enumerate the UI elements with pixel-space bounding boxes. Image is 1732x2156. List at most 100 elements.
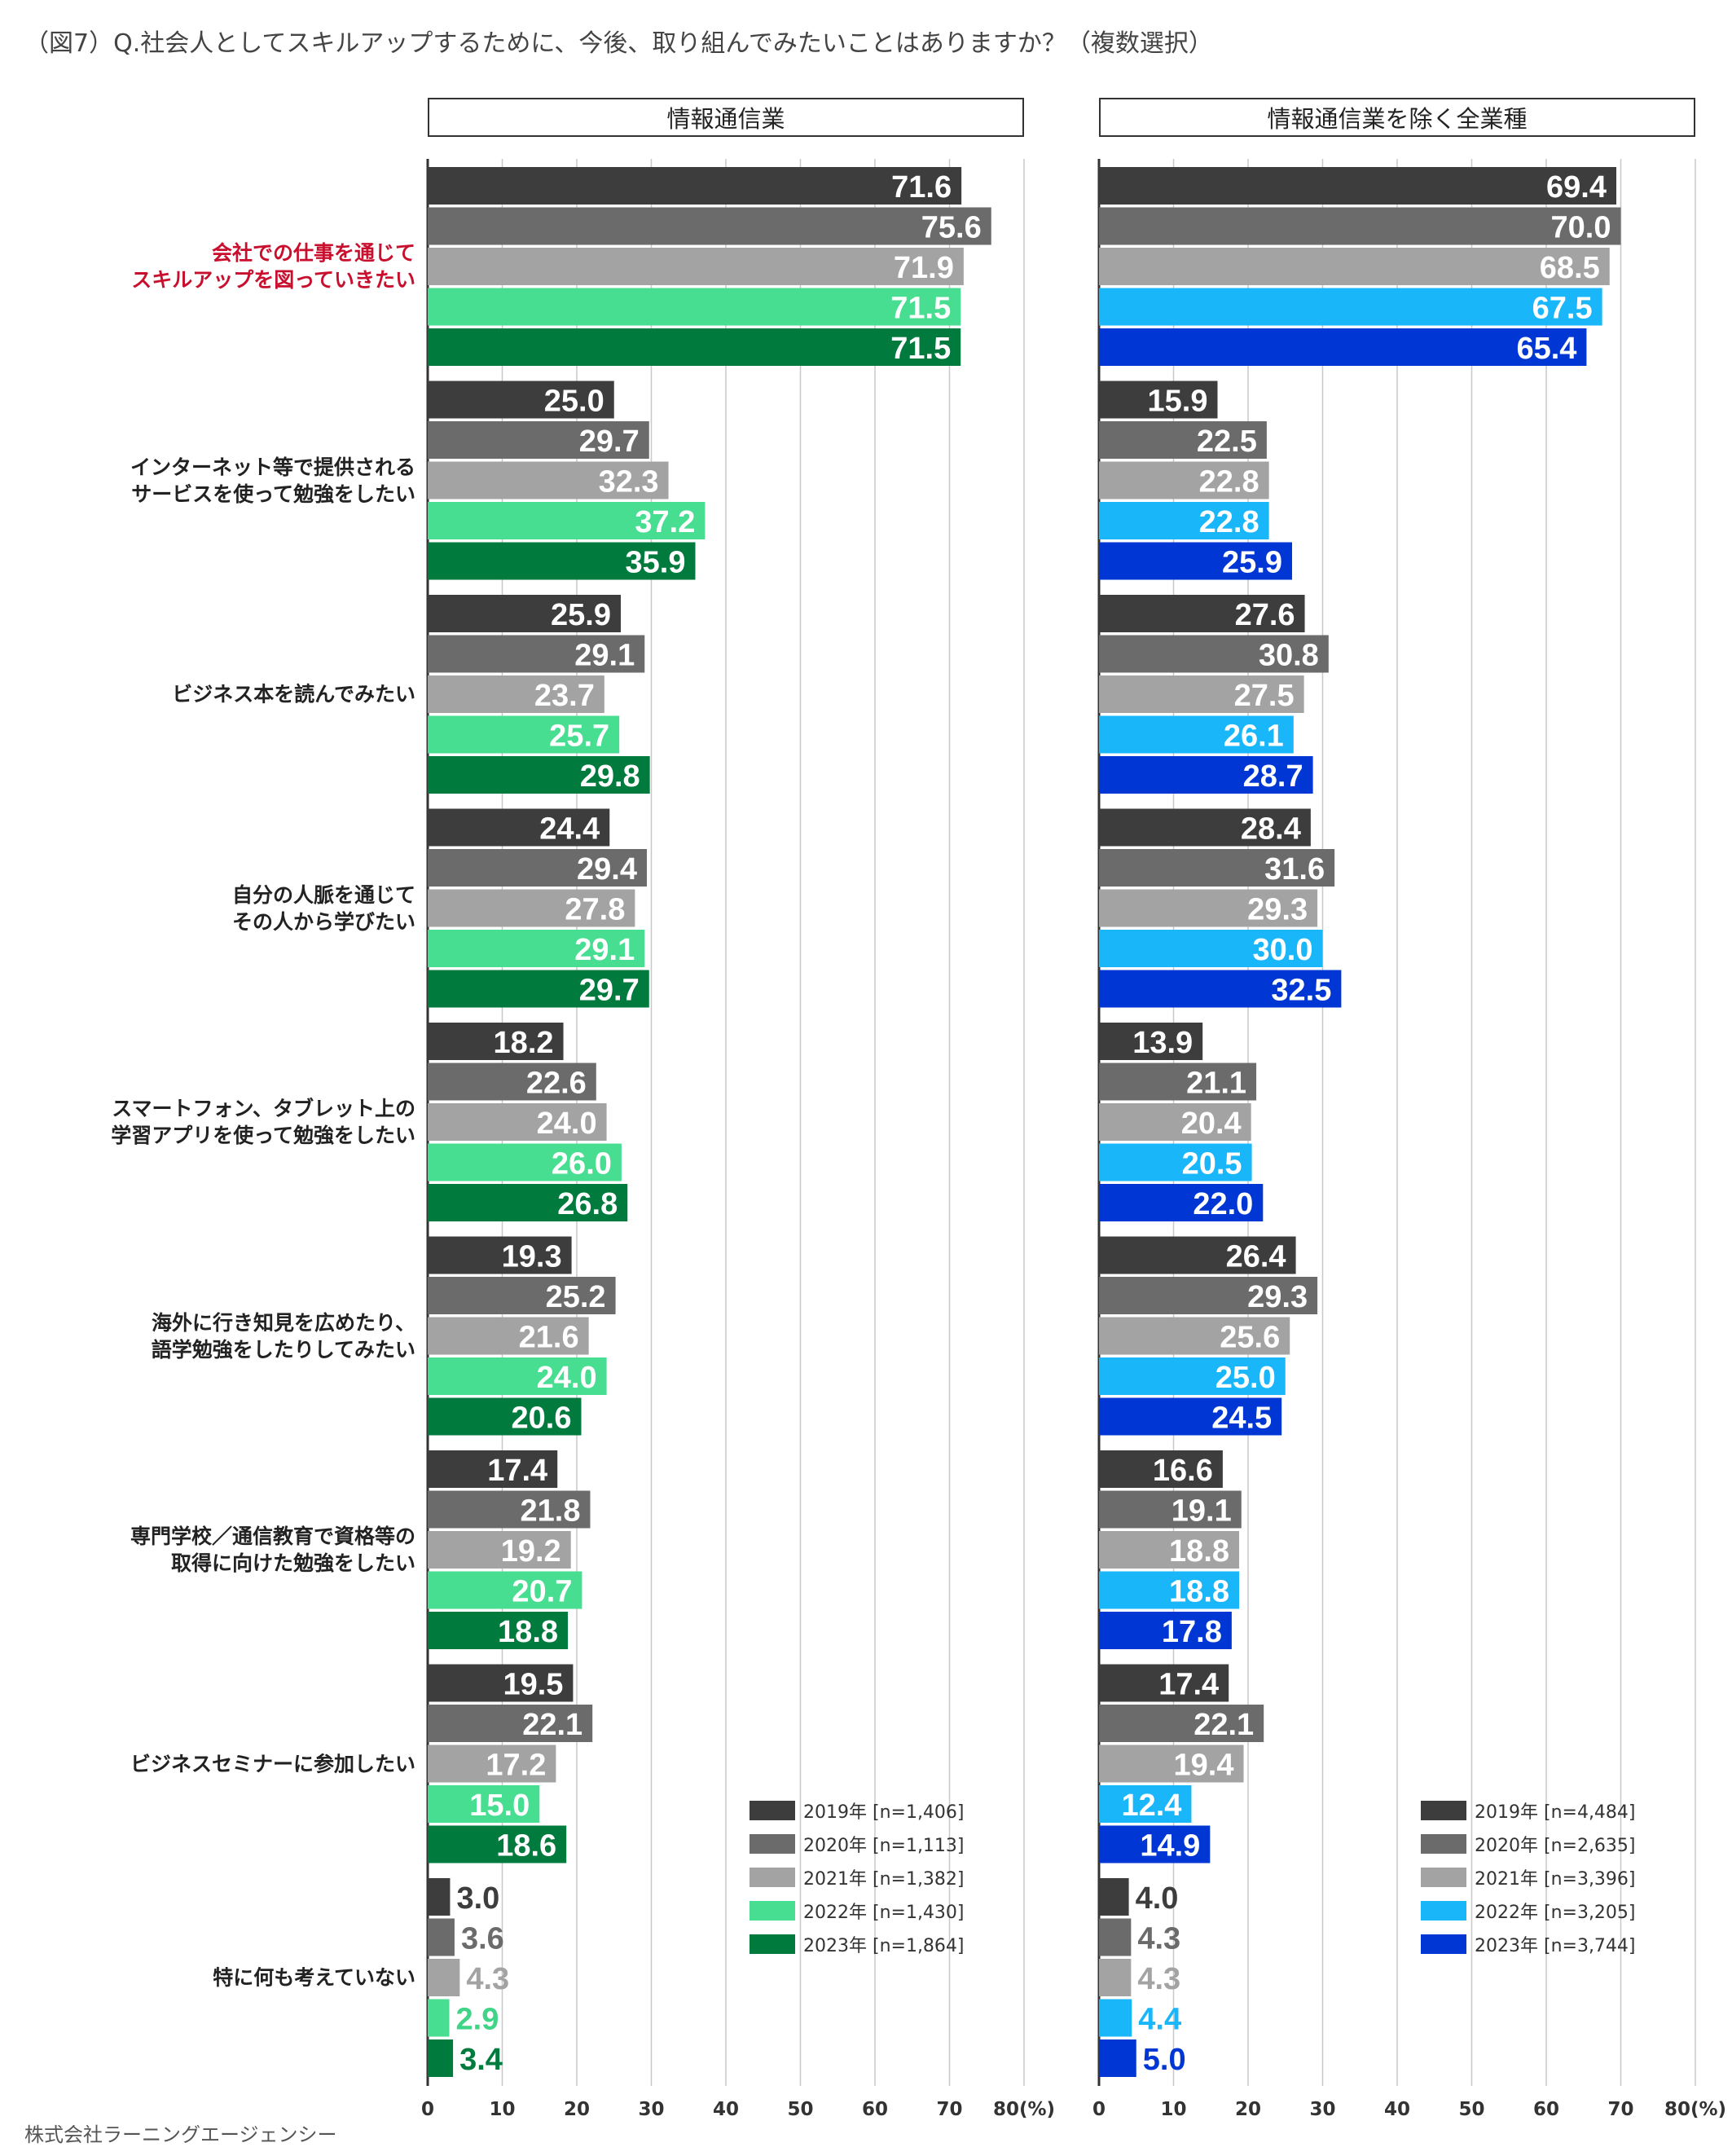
bar-nothing-in-particular-2020	[428, 1918, 455, 1956]
bar-personal-network-2023	[1099, 970, 1342, 1008]
data-label: 22.0	[1193, 1187, 1253, 1221]
data-label: 15.9	[1148, 385, 1208, 419]
data-label: 18.8	[1169, 1575, 1229, 1609]
category-label-line: スマートフォン、タブレット上の	[112, 1097, 415, 1120]
legend-label: 2021年 [n=3,396]	[1475, 1869, 1636, 1890]
data-label: 27.6	[1235, 598, 1295, 632]
x-tick-label: 0	[1092, 2099, 1106, 2120]
bar-mobile-apps-2020	[428, 1063, 596, 1101]
bar-work-skillup-2020	[1099, 207, 1621, 245]
data-label: 26.8	[557, 1187, 618, 1221]
x-tick-label: 30	[1309, 2099, 1335, 2120]
category-label-line: 自分の人脈を通じて	[231, 882, 415, 907]
category-label-line: 語学勉強をしたりしてみたい	[151, 1337, 415, 1362]
data-label: 4.3	[1137, 1962, 1180, 1996]
bar-work-skillup-2022	[428, 288, 961, 326]
data-label: 13.9	[1132, 1026, 1193, 1060]
bar-business-books-2021	[428, 675, 604, 713]
chart-panel-ict: 0 10 20 30 40 50 60 70 80(%) 71.6 75.6 71.9 71.5 71.5…	[421, 159, 1055, 2120]
bar-work-skillup-2019	[428, 167, 962, 205]
data-label: 19.1	[1172, 1494, 1232, 1529]
x-tick-label: 70	[1607, 2099, 1633, 2120]
data-label: 18.8	[498, 1615, 558, 1649]
data-label: 16.6	[1153, 1454, 1213, 1488]
category-label-line: 学習アプリを使って勉強をしたい	[111, 1124, 415, 1147]
data-label: 29.1	[574, 933, 635, 967]
bar-certifications-2022	[1099, 1571, 1240, 1609]
data-label: 17.4	[487, 1454, 547, 1488]
bar-business-books-2022	[428, 715, 620, 754]
bar-personal-network-2023	[428, 970, 649, 1008]
data-label: 29.1	[574, 639, 635, 673]
bar-certifications-2019	[1099, 1450, 1223, 1488]
legend-swatch	[1421, 1934, 1466, 1954]
bar-nothing-in-particular-2019	[1099, 1878, 1129, 1916]
data-label: 18.2	[494, 1026, 554, 1060]
data-label: 25.6	[1220, 1321, 1280, 1355]
x-tick-label: 10	[489, 2099, 515, 2120]
data-label: 25.9	[1222, 546, 1282, 580]
legend-ict: 2019年 [n=1,406] 2020年 [n=1,113] 2021年 [n=1…	[750, 1801, 965, 1956]
category-label-line: 会社での仕事を通じて	[211, 241, 415, 265]
panel-title-ict: 情報通信業	[428, 98, 1024, 137]
data-label: 4.3	[466, 1962, 509, 1996]
data-label: 3.4	[459, 2043, 503, 2077]
bar-business-books-2020	[1099, 635, 1329, 673]
bar-overseas-language-2021	[1099, 1317, 1290, 1355]
bar-personal-network-2022	[1099, 930, 1323, 967]
data-label: 19.4	[1174, 1749, 1234, 1783]
data-label: 22.5	[1197, 425, 1257, 459]
data-label: 67.5	[1532, 292, 1593, 326]
category-label-line: 取得に向けた勉強をしたい	[170, 1551, 415, 1575]
bar-mobile-apps-2023	[1099, 1184, 1264, 1221]
data-label: 26.4	[1226, 1240, 1286, 1274]
data-label: 17.4	[1158, 1668, 1219, 1702]
data-label: 28.4	[1241, 812, 1301, 847]
bar-business-books-2019	[428, 595, 621, 632]
data-label: 5.0	[1143, 2043, 1186, 2077]
x-tick-label: 80(%)	[993, 2099, 1055, 2120]
bar-work-skillup-2023	[1099, 328, 1587, 366]
bar-mobile-apps-2022	[1099, 1143, 1252, 1181]
category-label-mobile-apps: スマートフォン、タブレット上の 学習アプリを使って勉強をしたい	[8, 1095, 415, 1149]
data-label: 71.9	[894, 251, 954, 285]
bar-overseas-language-2023	[1099, 1397, 1282, 1436]
bar-certifications-2020	[1099, 1490, 1242, 1529]
legend-other-industries: 2019年 [n=4,484] 2020年 [n=2,635] 2021年 [n=3…	[1421, 1801, 1636, 1956]
bar-overseas-language-2020	[1099, 1277, 1318, 1314]
legend-label: 2020年 [n=1,113]	[803, 1836, 965, 1856]
data-label: 26.1	[1224, 719, 1284, 754]
data-label: 68.5	[1540, 251, 1600, 285]
legend-swatch	[1421, 1901, 1466, 1921]
data-label: 30.8	[1259, 639, 1319, 673]
data-label: 23.7	[534, 679, 595, 713]
data-label: 22.8	[1199, 465, 1259, 499]
footer-credit: 株式会社ラーニングエージェンシー	[24, 2123, 337, 2146]
legend-swatch	[750, 1934, 795, 1954]
data-label: 20.7	[512, 1575, 572, 1609]
category-label-line: インターネット等で提供される	[130, 455, 415, 479]
bar-online-services-2022	[428, 502, 706, 539]
data-label: 15.0	[469, 1789, 530, 1823]
data-label: 24.0	[537, 1107, 597, 1141]
bar-mobile-apps-2022	[428, 1143, 622, 1181]
bar-nothing-in-particular-2023	[1099, 2039, 1136, 2077]
bar-work-skillup-2019	[1099, 167, 1617, 205]
legend-label: 2022年 [n=3,205]	[1475, 1903, 1636, 1923]
bar-business-books-2020	[428, 635, 645, 673]
category-label-overseas-language: 海外に行き知見を広めたり、 語学勉強をしたりしてみたい	[8, 1309, 415, 1363]
data-label: 29.3	[1247, 1280, 1308, 1314]
data-label: 12.4	[1121, 1789, 1181, 1823]
bar-certifications-2020	[428, 1490, 591, 1529]
category-label-certifications: 専門学校／通信教育で資格等の 取得に向けた勉強をしたい	[8, 1523, 415, 1577]
data-label: 71.6	[891, 170, 952, 205]
legend-label: 2020年 [n=2,635]	[1475, 1836, 1636, 1856]
data-label: 32.3	[599, 465, 659, 499]
bar-nothing-in-particular-2020	[1099, 1918, 1132, 1956]
data-label: 25.7	[549, 719, 609, 754]
legend-swatch	[1421, 1801, 1466, 1820]
data-label: 19.5	[503, 1668, 563, 1702]
bar-personal-network-2019	[428, 808, 610, 847]
data-label: 19.2	[501, 1534, 561, 1569]
